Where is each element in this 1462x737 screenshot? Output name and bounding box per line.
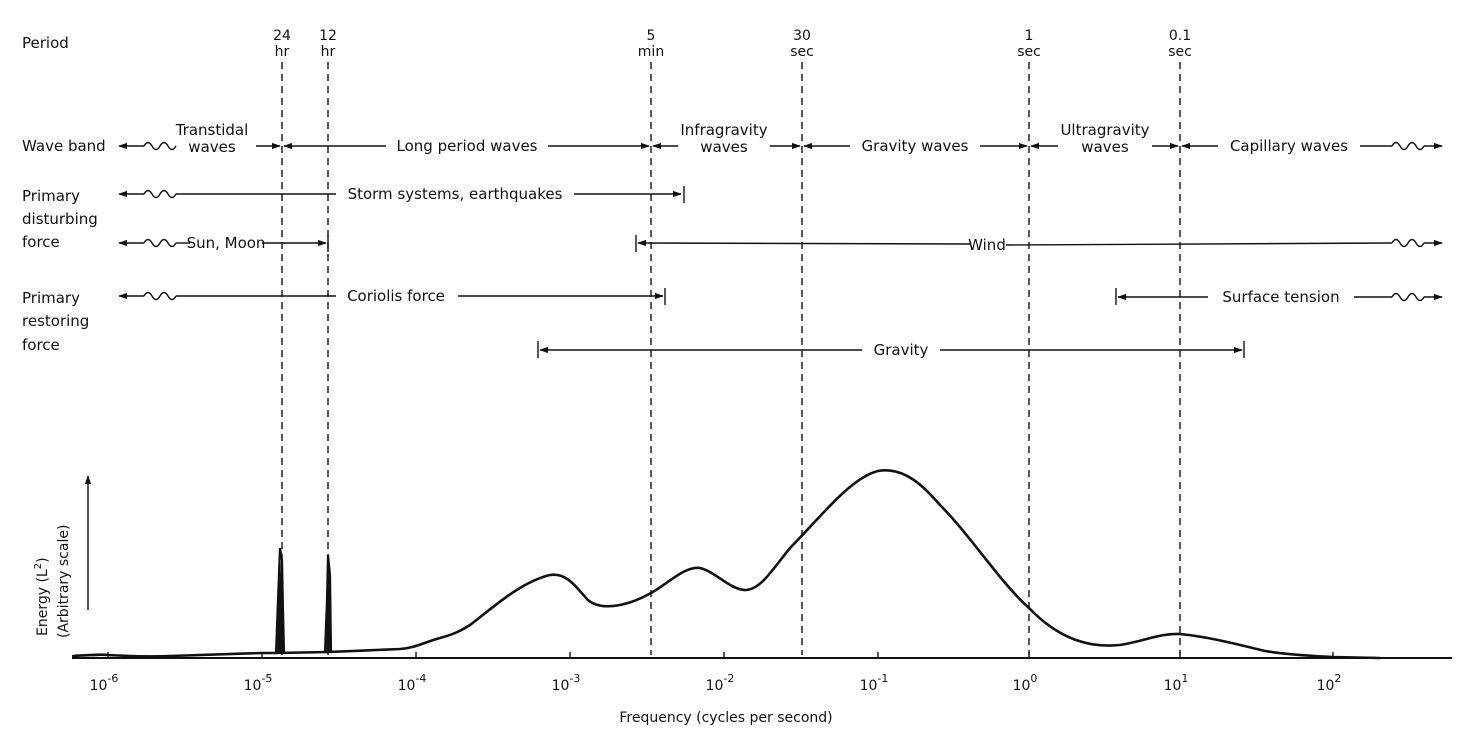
x-tick-label: 102 [1317,672,1342,694]
y-axis-title-sup: 2 [33,563,44,569]
period-markers: 24 hr 12 hr 5 min 30 sec 1 sec 0.1 sec [273,28,1192,60]
force-coriolis: Coriolis force [118,287,666,305]
period-value: 24 [273,28,291,44]
band-transtidal: Transtidal waves [118,121,281,156]
x-axis-title: Frequency (cycles per second) [619,710,832,726]
x-axis-ticks [107,652,1334,658]
tidal-spike-12hr-fill [326,565,331,652]
band-label: waves [188,138,236,156]
force-surface-tension: Surface tension [1115,288,1443,306]
row-label-line: force [22,336,60,354]
period-1sec: 1 sec [1017,28,1041,60]
period-24hr: 24 hr [273,28,291,60]
band-label: Gravity waves [862,137,969,155]
force-arrow [637,239,971,247]
x-tick-label: 10-4 [398,672,427,694]
row-label-disturbing-force: Primary disturbing force [22,187,98,251]
x-tick-label: 10-2 [706,672,735,694]
wave-squiggle [143,189,177,199]
wave-squiggle [143,291,177,301]
period-12hr: 12 hr [319,28,337,60]
x-tick-label: 10-3 [552,672,581,694]
force-storm-systems: Storm systems, earthquakes [118,185,685,203]
force-label: Coriolis force [347,287,445,305]
x-tick-label: 100 [1013,672,1038,694]
row-label-wave-band: Wave band [22,137,106,155]
row-label-line: force [22,233,60,251]
x-tick-label: 101 [1164,672,1189,694]
band-label: waves [700,138,748,156]
period-unit: min [638,44,664,60]
period-5min: 5 min [638,28,664,60]
period-unit: hr [321,44,336,60]
band-label: Transtidal [175,121,249,139]
force-label: Surface tension [1222,288,1339,306]
y-axis-title: Energy (L2) [33,557,51,636]
wave-squiggle [1391,141,1425,151]
band-ultragravity: Ultragravity waves [1030,121,1179,156]
period-value: 5 [647,28,656,44]
wave-squiggle [1391,238,1425,248]
band-label: Capillary waves [1230,137,1348,155]
band-infragravity: Infragravity waves [652,121,801,156]
force-wind: Wind [635,235,1443,254]
tidal-spikes [274,547,333,654]
y-axis-subtitle: (Arbitrary scale) [56,525,72,638]
period-value: 1 [1025,28,1034,44]
energy-curve-dashed-tail [71,654,101,657]
period-unit: hr [275,44,290,60]
force-gravity: Gravity [537,341,1245,359]
wave-squiggle [143,141,177,151]
energy-spectrum-curve [73,468,1381,660]
wave-squiggle [1391,292,1425,302]
band-gravity-waves: Gravity waves [803,137,1028,155]
band-capillary: Capillary waves [1181,137,1443,155]
x-tick-label: 10-1 [860,672,889,694]
y-axis-title-close: ) [35,557,51,562]
tidal-spike-24hr-fill [277,560,284,653]
y-axis-label: Energy (L2) (Arbitrary scale) [33,525,72,638]
row-label-line: Primary [22,289,80,307]
energy-curve-dashed-tail [1329,656,1383,659]
row-label-line: restoring [22,312,89,330]
row-label-restoring-force: Primary restoring force [22,289,89,354]
force-label: Storm systems, earthquakes [348,185,563,203]
force-label: Sun, Moon [187,234,266,252]
band-label: waves [1081,138,1129,156]
row-label-line: disturbing [22,210,98,228]
band-label: Ultragravity [1060,121,1149,139]
band-label: Long period waves [397,137,538,155]
period-0.1sec: 0.1 sec [1168,28,1192,60]
y-axis-title-main: Energy (L [35,569,51,636]
period-unit: sec [1017,44,1041,60]
wave-band-row: Transtidal waves Long period waves Infra… [118,121,1443,156]
period-value: 0.1 [1169,28,1191,44]
period-value: 30 [793,28,811,44]
force-label: Wind [968,236,1006,254]
force-arrow [1005,242,1393,246]
period-value: 12 [319,28,337,44]
period-unit: sec [790,44,814,60]
x-tick-labels: 10-6 10-5 10-4 10-3 10-2 10-1 100 101 10… [90,672,1342,694]
period-30sec: 30 sec [790,28,814,60]
force-sun-moon: Sun, Moon [118,234,329,252]
force-label: Gravity [874,341,929,359]
x-tick-label: 10-5 [244,672,273,694]
band-long-period: Long period waves [283,137,650,155]
period-title: Period [22,34,69,52]
row-label-line: Primary [22,187,80,205]
x-tick-label: 10-6 [90,672,119,694]
tidal-spike-12hr [323,554,333,653]
band-label: Infragravity [680,121,767,139]
period-unit: sec [1168,44,1192,60]
wave-squiggle [143,238,177,248]
